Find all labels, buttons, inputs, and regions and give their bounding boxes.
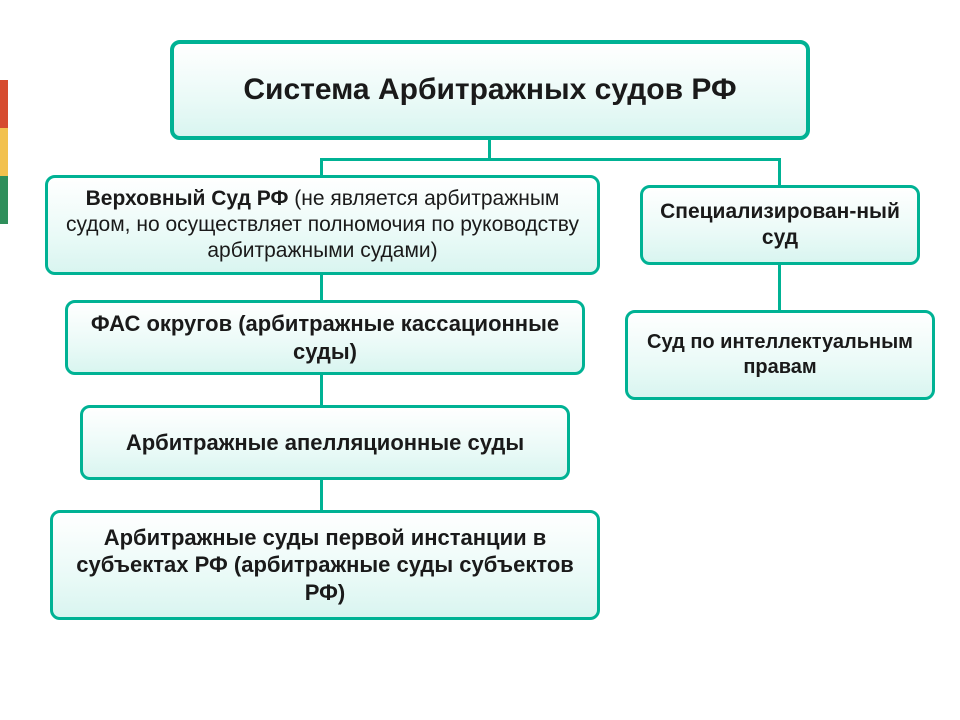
- node-root: Система Арбитражных судов РФ: [170, 40, 810, 140]
- connector: [320, 158, 780, 161]
- decor-stripe-yellow: [0, 128, 8, 176]
- connector: [488, 140, 491, 160]
- node-ip: Суд по интеллектуальным правам: [625, 310, 935, 400]
- node-special: Специализирован-ный суд: [640, 185, 920, 265]
- node-root-label: Система Арбитражных судов РФ: [188, 71, 792, 109]
- connector: [320, 375, 323, 405]
- connector: [778, 158, 781, 185]
- connector: [778, 265, 781, 310]
- decor-stripe-green: [0, 176, 8, 224]
- node-first: Арбитражные суды первой инстанции в субъ…: [50, 510, 600, 620]
- node-first-label: Арбитражные суды первой инстанции в субъ…: [67, 524, 583, 607]
- connector: [320, 275, 323, 300]
- node-appeal: Арбитражные апелляционные суды: [80, 405, 570, 480]
- node-appeal-label: Арбитражные апелляционные суды: [97, 429, 553, 457]
- node-ip-label: Суд по интеллектуальным правам: [642, 330, 918, 380]
- node-supreme-strong: Верховный Суд РФ: [86, 187, 295, 210]
- node-fas-label: ФАС округов (арбитражные кассационные су…: [82, 310, 568, 365]
- node-special-label: Специализирован-ный суд: [657, 199, 903, 252]
- node-supreme-label: Верховный Суд РФ (не является арбитражны…: [62, 186, 583, 265]
- node-fas: ФАС округов (арбитражные кассационные су…: [65, 300, 585, 375]
- node-supreme: Верховный Суд РФ (не является арбитражны…: [45, 175, 600, 275]
- connector: [320, 158, 323, 175]
- decor-stripe-red: [0, 80, 8, 128]
- connector: [320, 480, 323, 510]
